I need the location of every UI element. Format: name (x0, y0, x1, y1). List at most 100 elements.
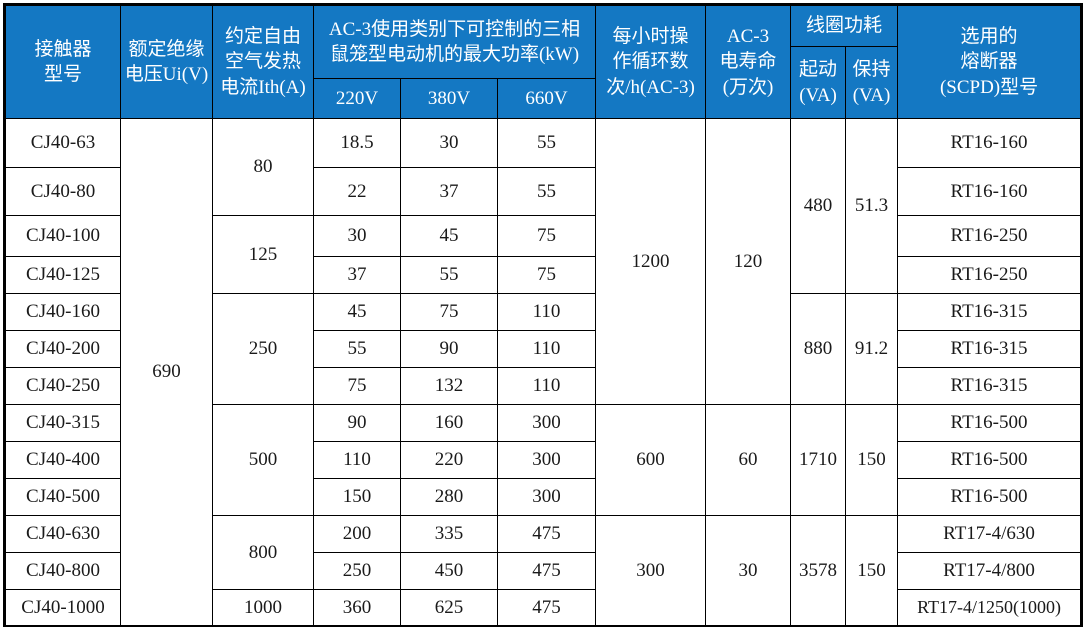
cell-model: CJ40-800 (4, 552, 121, 590)
cell-life: 120 (705, 118, 792, 405)
table-row: CJ40-100 125 30 45 75 RT16-250 (4, 215, 1083, 294)
header-row: 起动 (VA) 保持 (VA) (5, 46, 1082, 119)
cell-fuse: RT16-315 (897, 330, 1083, 368)
cell-model: CJ40-63 (4, 118, 121, 168)
cell-power-220v: 45 (313, 293, 401, 331)
table-header: 接触器 型号 额定绝缘 电压Ui(V) 约定自由 空气发热 电流Ith(A) A… (4, 4, 1083, 119)
cell-life: 60 (705, 404, 792, 516)
header-row: 接触器 型号 额定绝缘 电压Ui(V) 约定自由 空气发热 电流Ith(A) A… (4, 4, 1083, 119)
table-row: CJ40-125 37 55 75 RT16-250 (4, 256, 1083, 294)
cell-model: CJ40-500 (4, 478, 121, 516)
cell-power-220v: 360 (313, 589, 401, 627)
cell-power-380v: 625 (400, 589, 498, 627)
cell-power-660v: 55 (496, 167, 597, 216)
cell-cycles: 300 (595, 515, 707, 627)
cell-coil-start: 3578 (790, 515, 847, 627)
table-row: CJ40-200 55 90 110 RT16-315 (4, 330, 1083, 368)
header-coil-start: 起动 (VA) (790, 46, 847, 119)
table-row: CJ40-500 150 280 300 RT16-500 (4, 478, 1083, 516)
cell-power-660v: 75 (496, 215, 597, 257)
cell-cycles: 600 (595, 404, 707, 516)
cell-power-380v: 30 (400, 118, 498, 168)
cell-fuse: RT16-160 (897, 167, 1083, 216)
cell-model: CJ40-315 (4, 404, 121, 442)
table-row: CJ40-63 690 80 18.5 30 55 1200 120 480 5… (4, 118, 1083, 627)
cell-power-660v: 475 (496, 515, 597, 553)
cell-fuse: RT16-315 (897, 293, 1083, 331)
cell-model: CJ40-80 (4, 167, 121, 216)
cell-power-220v: 22 (313, 167, 401, 216)
cell-power-660v: 75 (496, 256, 597, 294)
cell-power-380v: 160 (400, 404, 498, 442)
cell-power-380v: 220 (400, 441, 498, 479)
cell-power-380v: 335 (400, 515, 498, 553)
cell-fuse: RT16-160 (897, 118, 1083, 168)
cell-power-220v: 55 (313, 330, 401, 368)
header-coil-hold: 保持 (VA) (845, 46, 899, 119)
cell-power-380v: 55 (400, 256, 498, 294)
table-body: CJ40-63 690 80 18.5 30 55 1200 120 480 5… (4, 118, 1083, 627)
cell-power-380v: 37 (400, 167, 498, 216)
header-coil-group: 线圈功耗 (790, 4, 899, 47)
cell-fuse: RT16-500 (897, 478, 1083, 516)
table-row: CJ40-80 22 37 55 RT16-160 (4, 167, 1083, 216)
cell-thermal-current: 500 (212, 404, 314, 516)
cell-fuse: RT16-500 (897, 441, 1083, 479)
cell-power-380v: 75 (400, 293, 498, 331)
cell-power-660v: 475 (496, 589, 597, 627)
cell-power-660v: 110 (496, 293, 597, 331)
cell-model: CJ40-125 (4, 256, 121, 294)
header-fuse: 选用的 熔断器 (SCPD)型号 (897, 4, 1083, 119)
table-row: CJ40-630 800 200 335 475 300 30 3578 150… (4, 515, 1083, 627)
header-row: 220V 380V 660V (5, 78, 1082, 119)
header-rated-voltage: 额定绝缘 电压Ui(V) (120, 4, 213, 119)
cell-power-220v: 250 (313, 552, 401, 590)
cell-power-660v: 110 (496, 330, 597, 368)
cell-thermal-current: 1000 (212, 589, 314, 627)
cell-power-660v: 300 (496, 441, 597, 479)
table-row: CJ40-800 250 450 475 RT17-4/800 (4, 552, 1083, 590)
cell-power-220v: 110 (313, 441, 401, 479)
contactor-spec-table: 接触器 型号 额定绝缘 电压Ui(V) 约定自由 空气发热 电流Ith(A) A… (3, 3, 1084, 627)
cell-coil-hold: 150 (845, 404, 899, 516)
header-cycles: 每小时操 作循环数 次/h(AC-3) (595, 4, 707, 119)
cell-coil-hold: 51.3 (845, 118, 899, 294)
table-row: CJ40-160 250 45 75 110 880 91.2 RT16-315 (4, 293, 1083, 405)
cell-coil-hold: 91.2 (845, 293, 899, 405)
header-380v: 380V (400, 78, 498, 119)
cell-power-660v: 475 (496, 552, 597, 590)
header-thermal-current: 约定自由 空气发热 电流Ith(A) (212, 4, 314, 119)
cell-power-220v: 75 (313, 367, 401, 405)
table-row: CJ40-1000 1000 360 625 475 RT17-4/1250(1… (4, 589, 1083, 627)
cell-power-380v: 132 (400, 367, 498, 405)
cell-model: CJ40-250 (4, 367, 121, 405)
cell-power-380v: 90 (400, 330, 498, 368)
header-model: 接触器 型号 (4, 4, 121, 119)
cell-power-660v: 300 (496, 404, 597, 442)
cell-fuse: RT16-500 (897, 404, 1083, 442)
cell-power-220v: 200 (313, 515, 401, 553)
cell-model: CJ40-160 (4, 293, 121, 331)
cell-power-660v: 300 (496, 478, 597, 516)
table-row: CJ40-400 110 220 300 RT16-500 (4, 441, 1083, 479)
cell-power-220v: 18.5 (313, 118, 401, 168)
header-power-group: AC-3使用类别下可控制的三相 鼠笼型电动机的最大功率(kW) (312, 4, 597, 79)
cell-model: CJ40-100 (4, 215, 121, 257)
header-life: AC-3 电寿命 (万次) (705, 4, 792, 119)
cell-fuse: RT16-250 (897, 215, 1083, 257)
cell-power-380v: 450 (400, 552, 498, 590)
table-row: CJ40-250 75 132 110 RT16-315 (4, 367, 1083, 405)
cell-fuse: RT16-315 (897, 367, 1083, 405)
cell-thermal-current: 80 (212, 118, 314, 216)
cell-power-220v: 150 (313, 478, 401, 516)
cell-model: CJ40-630 (4, 515, 121, 553)
cell-coil-start: 1710 (790, 404, 847, 516)
cell-fuse: RT16-250 (897, 256, 1083, 294)
cell-power-660v: 110 (496, 367, 597, 405)
cell-coil-start: 880 (790, 293, 847, 405)
header-220v: 220V (313, 78, 401, 119)
cell-fuse: RT17-4/800 (897, 552, 1083, 590)
cell-life: 30 (705, 515, 792, 627)
cell-fuse: RT17-4/1250(1000) (897, 589, 1083, 627)
